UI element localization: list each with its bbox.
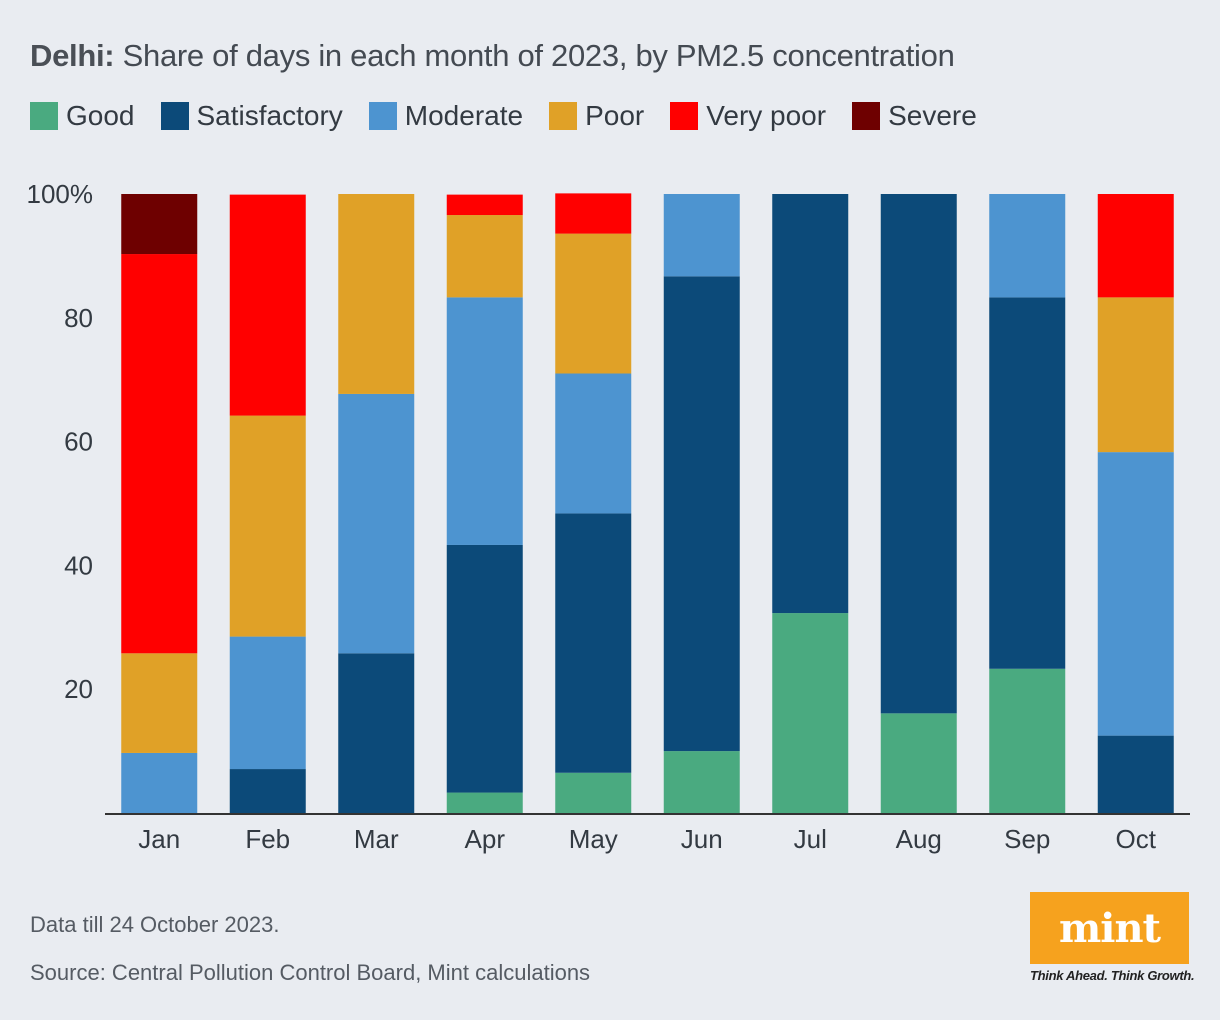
bar-apr-very-poor: [446, 194, 523, 216]
source-note: Source: Central Pollution Control Board,…: [30, 960, 591, 985]
bar-may-very-poor: [555, 193, 632, 234]
y-tick-label-80: 80: [64, 303, 93, 333]
bar-oct-moderate: [1097, 452, 1174, 736]
x-tick-label-apr: Apr: [465, 824, 506, 854]
bar-sep-good: [989, 668, 1066, 813]
bar-jan-severe: [121, 194, 198, 255]
bar-mar-moderate: [338, 393, 415, 654]
bar-jan-very-poor: [121, 254, 198, 654]
bar-mar-poor: [338, 194, 415, 394]
x-tick-label-sep: Sep: [1004, 824, 1050, 854]
x-tick-label-aug: Aug: [896, 824, 942, 854]
y-axis-ticks: 20 40 60 80 100%: [27, 179, 94, 704]
mint-logo-word: mint: [1058, 904, 1161, 952]
x-tick-label-mar: Mar: [354, 824, 399, 854]
bar-jul-good: [772, 613, 849, 813]
chart-title-bold: Delhi:: [30, 38, 115, 73]
bar-oct-poor: [1097, 297, 1174, 453]
stacked-bar-chart: 20 40 60 80 100% Jan Feb Mar Apr May Jun Jul Aug Sep…: [27, 179, 1190, 854]
bar-jan-moderate: [121, 752, 198, 813]
legend-item-good: Good: [30, 100, 135, 132]
bar-feb-satisfactory: [229, 769, 306, 813]
bar-aug-good: [880, 713, 957, 813]
x-tick-label-oct: Oct: [1116, 824, 1157, 854]
bar-jun-good: [663, 751, 740, 813]
x-tick-label-jun: Jun: [681, 824, 723, 854]
legend-label-satisfactory: Satisfactory: [196, 100, 343, 131]
bar-oct-very-poor: [1097, 194, 1174, 298]
bar-aug-satisfactory: [880, 194, 957, 714]
legend-label-moderate: Moderate: [404, 100, 524, 131]
bar-jul-satisfactory: [772, 194, 849, 614]
x-axis-ticks: Jan Feb Mar Apr May Jun Jul Aug Sep Oct: [138, 824, 1156, 854]
legend-swatch-very-poor: [670, 102, 699, 130]
legend-item-moderate: Moderate: [368, 100, 524, 132]
x-tick-label-jul: Jul: [794, 824, 827, 854]
bar-oct-satisfactory: [1097, 735, 1174, 813]
legend-label-very-poor: Very poor: [706, 100, 827, 131]
bar-may-moderate: [555, 373, 632, 514]
y-tick-label-100: 100%: [27, 179, 94, 209]
legend-item-poor: Poor: [549, 100, 644, 132]
bar-may-satisfactory: [555, 513, 632, 773]
bar-jan-poor: [121, 653, 198, 753]
bar-apr-poor: [446, 215, 523, 298]
legend-label-good: Good: [66, 100, 135, 131]
legend: Good Satisfactory Moderate Poor Very poo…: [30, 100, 1003, 132]
legend-label-poor: Poor: [585, 100, 645, 131]
legend-item-very-poor: Very poor: [670, 100, 826, 132]
x-tick-label-may: May: [569, 824, 618, 854]
bar-apr-good: [446, 792, 523, 813]
bar-may-good: [555, 772, 632, 813]
y-tick-label-20: 20: [64, 674, 93, 704]
legend-swatch-satisfactory: [160, 102, 189, 130]
bar-apr-moderate: [446, 297, 523, 545]
bar-feb-poor: [229, 415, 306, 637]
legend-swatch-moderate: [368, 102, 397, 130]
data-note: Data till 24 October 2023.: [30, 912, 280, 937]
x-tick-label-feb: Feb: [245, 824, 290, 854]
mint-tagline: Think Ahead. Think Growth.: [1030, 968, 1195, 983]
bars-group: [121, 193, 1174, 813]
bar-jun-satisfactory: [663, 276, 740, 752]
bar-sep-satisfactory: [989, 297, 1066, 669]
mint-logo: mint: [1030, 892, 1189, 964]
bar-feb-moderate: [229, 636, 306, 770]
bar-jun-moderate: [663, 194, 740, 277]
legend-item-satisfactory: Satisfactory: [160, 100, 343, 132]
chart-title-rest: Share of days in each month of 2023, by …: [114, 38, 955, 73]
y-tick-label-60: 60: [64, 427, 93, 457]
legend-swatch-good: [30, 102, 58, 130]
chart-title: Delhi: Share of days in each month of 20…: [30, 38, 955, 74]
legend-swatch-severe: [852, 102, 881, 130]
bar-may-poor: [555, 233, 632, 374]
legend-label-severe: Severe: [888, 100, 977, 131]
bar-apr-satisfactory: [446, 544, 523, 793]
bar-mar-satisfactory: [338, 653, 415, 813]
legend-swatch-poor: [549, 102, 578, 130]
bar-feb-very-poor: [229, 194, 306, 416]
legend-item-severe: Severe: [852, 100, 977, 132]
x-tick-label-jan: Jan: [138, 824, 180, 854]
bar-sep-moderate: [989, 194, 1066, 298]
y-tick-label-40: 40: [64, 550, 93, 580]
